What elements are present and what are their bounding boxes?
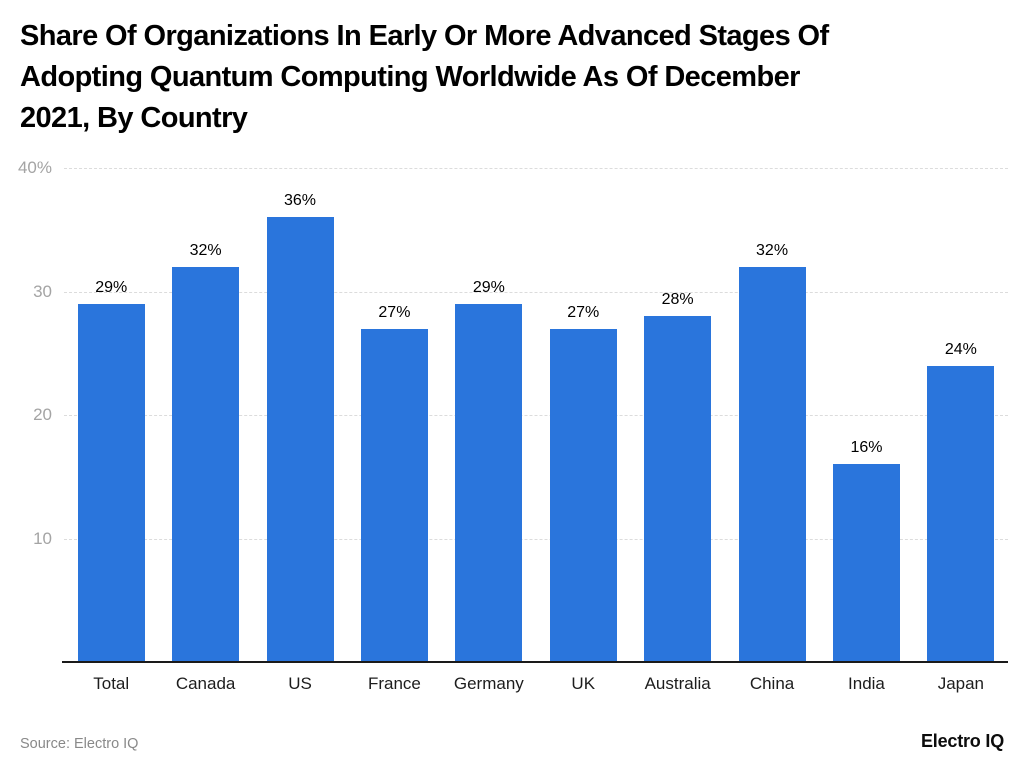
bar-slot: 36% [253, 168, 347, 662]
x-axis-label-china: China [749, 674, 795, 693]
x-axis-label-germany: Germany [453, 674, 524, 693]
chart-title-line-1: Share Of Organizations In Early Or More … [20, 20, 829, 52]
bar-value-label: 16% [850, 439, 883, 457]
bar-value-label: 32% [189, 241, 222, 259]
bar-value-label: 32% [756, 241, 789, 259]
chart-title-line-3: 2021, By Country [20, 102, 248, 134]
bar-china [738, 266, 806, 662]
bar-germany [455, 303, 523, 662]
bar-slot: 28% [630, 168, 724, 662]
x-axis-label-uk: UK [571, 674, 596, 693]
bar-slot: 29% [64, 168, 158, 662]
bar-slot: 32% [725, 168, 819, 662]
y-tick-label: 40% [17, 158, 52, 177]
bar-value-label: 28% [661, 291, 694, 309]
bar-france [360, 328, 428, 662]
bar-uk [549, 328, 617, 662]
x-axis-labels: Total Canada US France Germany UK Australia Chi… [64, 674, 1008, 694]
bar-slot: 16% [819, 168, 913, 662]
bar-slot: 24% [914, 168, 1008, 662]
bar-value-label: 36% [284, 192, 317, 210]
chart-title: Share Of Organizations In Early Or More … [20, 16, 1012, 139]
brand-logo: Electro IQ [920, 731, 1004, 751]
gridline [64, 538, 1008, 540]
x-axis-label-japan: Japan [937, 674, 985, 693]
gridline [64, 168, 1008, 169]
x-axis-label-india: India [848, 674, 885, 693]
bar-value-label: 27% [567, 303, 600, 321]
chart-title-line-2: Adopting Quantum Computing Worldwide As … [20, 61, 800, 93]
bar-india [832, 464, 900, 662]
bar-slot: 27% [347, 168, 441, 662]
y-axis-labels: 40% 30 20 10 [0, 158, 52, 662]
x-axis-label-total: Total [93, 674, 130, 693]
bar-slot: 29% [442, 168, 536, 662]
bar-value-label: 29% [95, 278, 128, 296]
y-tick-label: 20 [33, 405, 52, 424]
bar-slot: 32% [158, 168, 252, 662]
bar-total [77, 303, 145, 662]
bar-canada [172, 266, 240, 662]
x-axis-label-us: US [288, 674, 312, 693]
gridline [64, 291, 1008, 293]
plot-area: 29% 32% 36% 27% 29% 27% 28% 32% 16% 24% [62, 168, 1008, 663]
gridline [64, 415, 1008, 416]
x-axis-label-france: France [367, 674, 421, 693]
x-axis-label-australia: Australia [644, 674, 711, 693]
bar-japan [927, 365, 995, 662]
bar-value-label: 29% [472, 278, 505, 296]
x-axis-line [62, 661, 1008, 663]
y-tick-label: 10 [33, 528, 52, 548]
y-tick-label: 30 [33, 281, 52, 301]
x-axis-label-canada: Canada [175, 674, 236, 693]
bar-australia [644, 316, 712, 662]
bars-row: 29% 32% 36% 27% 29% 27% 28% 32% 16% 24% [64, 168, 1008, 662]
bar-slot: 27% [536, 168, 630, 662]
bar-us [266, 217, 334, 662]
source-text: Source: Electro IQ [20, 736, 139, 752]
bar-value-label: 27% [378, 303, 411, 321]
bar-value-label: 24% [944, 340, 977, 358]
